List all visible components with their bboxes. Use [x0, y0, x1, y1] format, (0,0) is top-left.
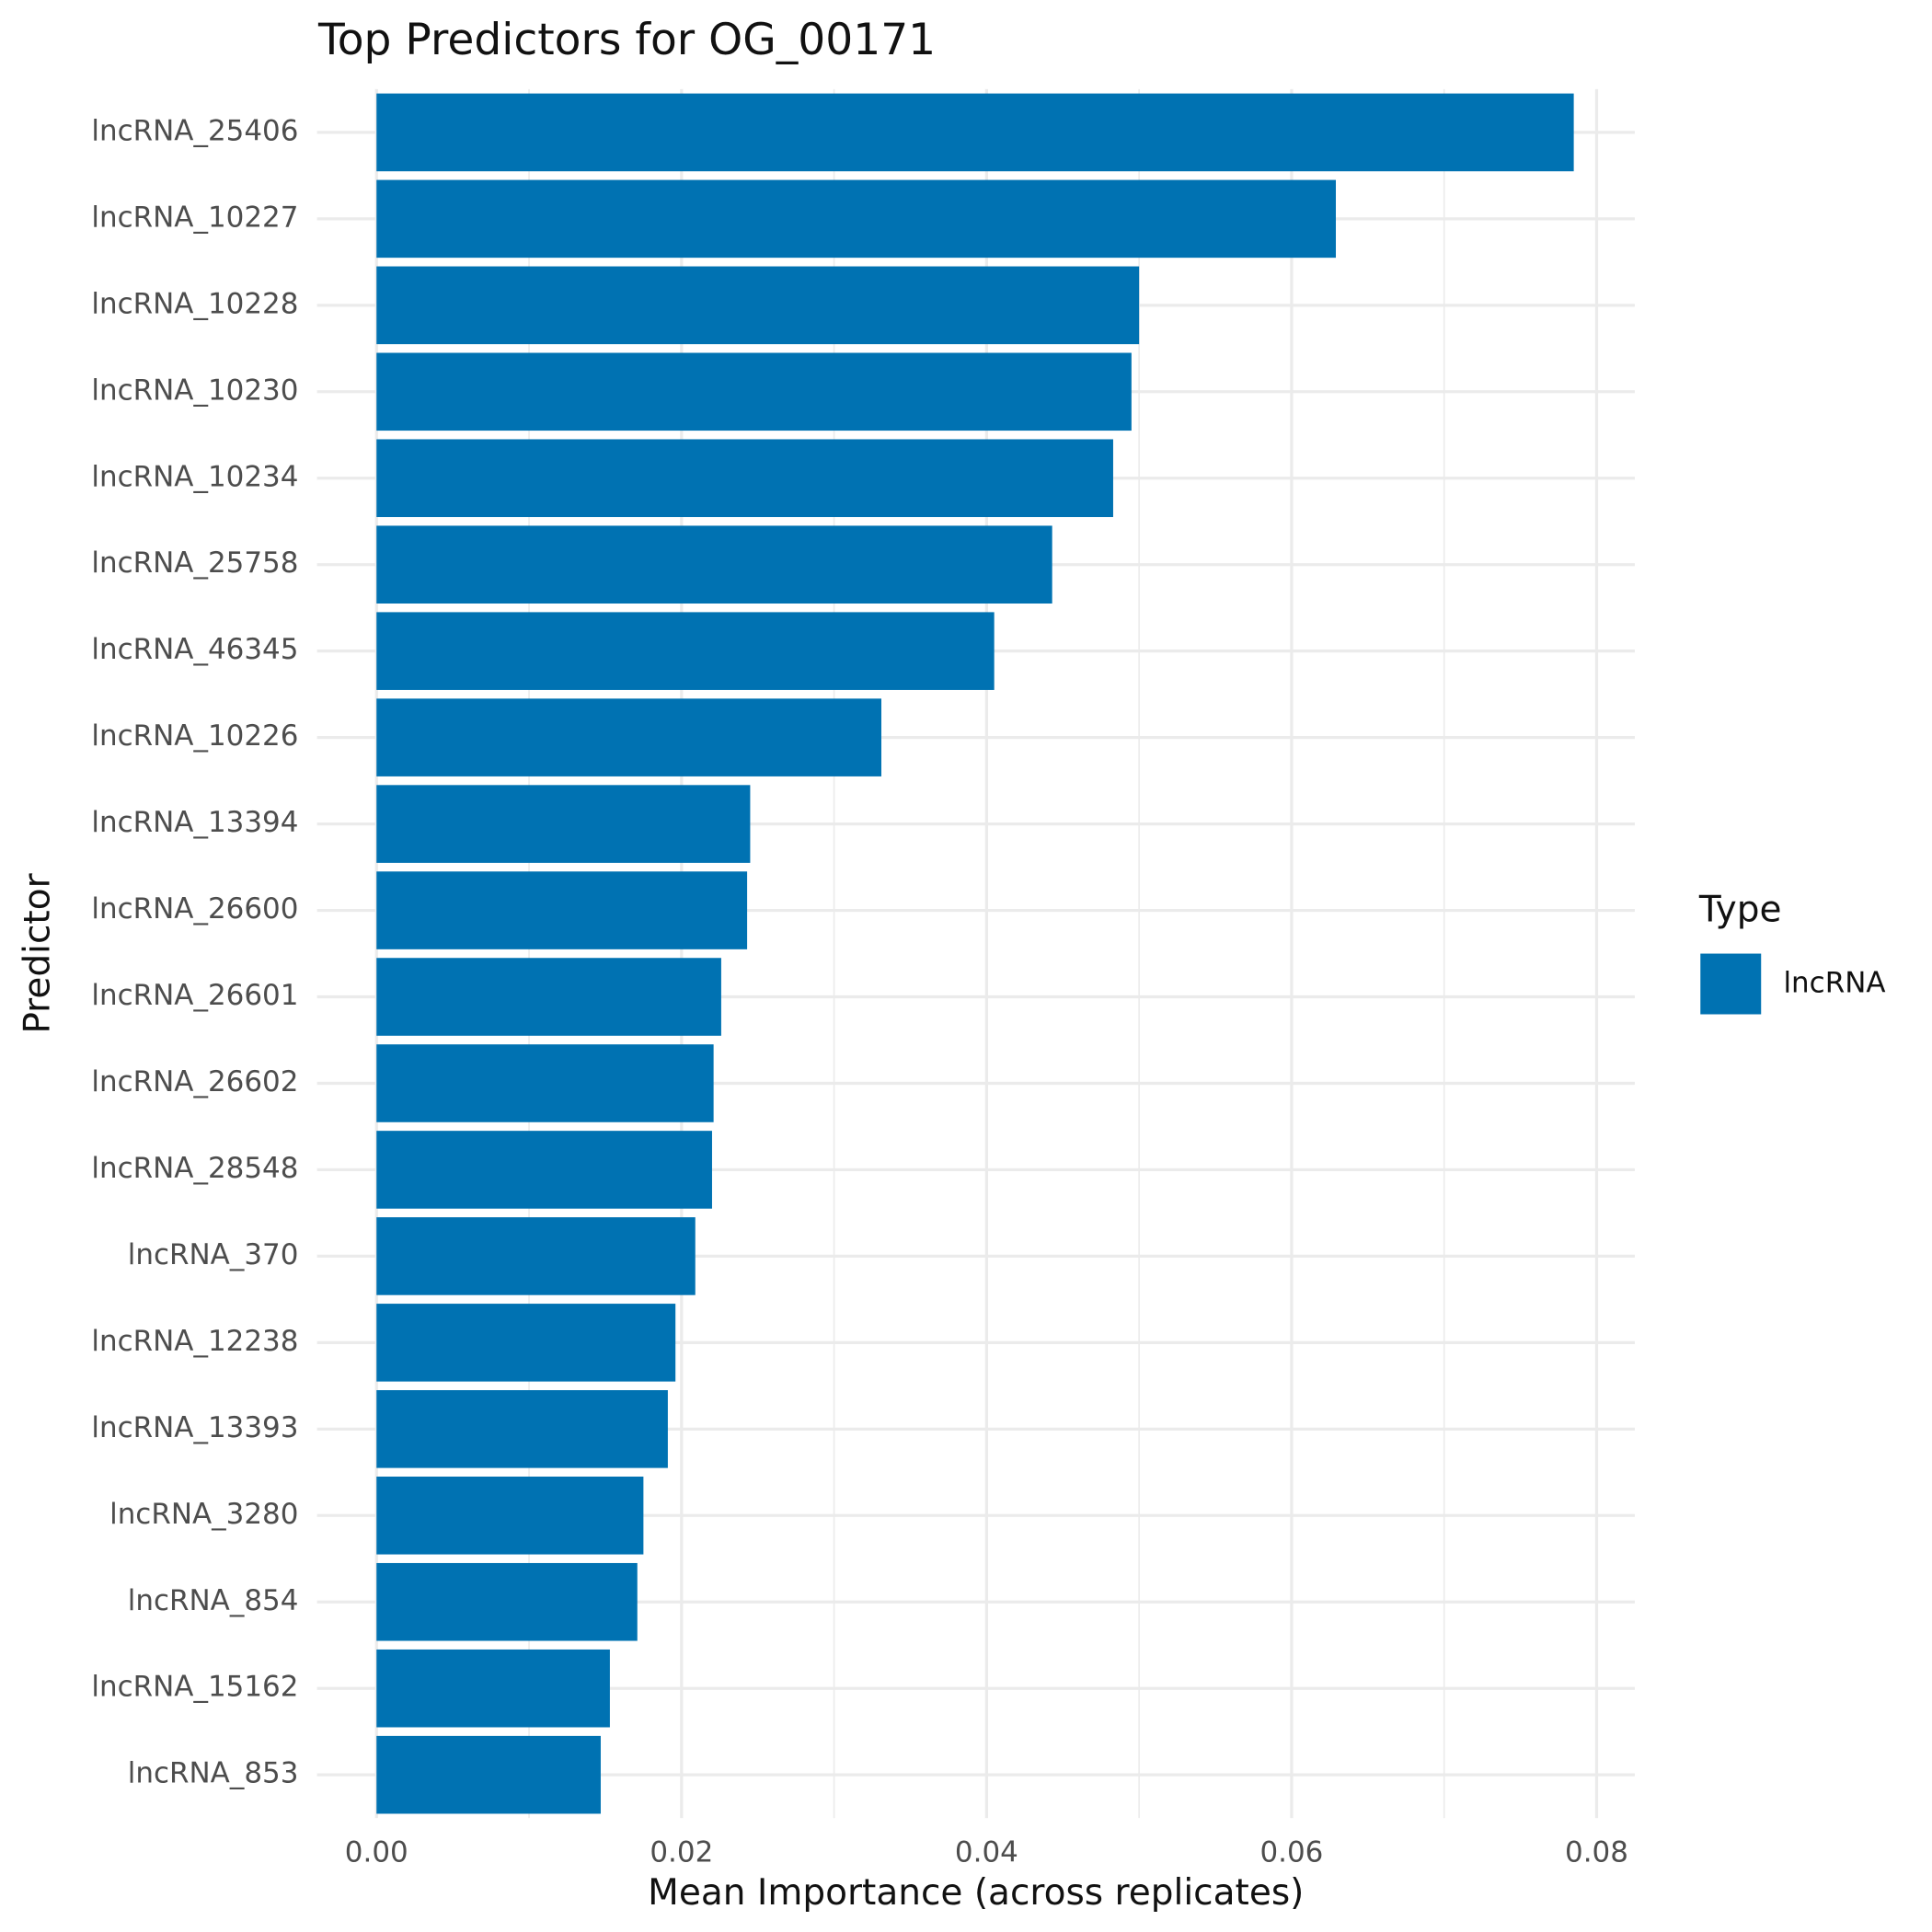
y-tick-label: lncRNA_12238	[91, 1325, 298, 1358]
y-tick-label: lncRNA_13393	[91, 1411, 298, 1444]
y-tick-label: lncRNA_10227	[91, 201, 298, 234]
bar	[376, 93, 1574, 172]
bar	[376, 439, 1113, 518]
y-tick-label: lncRNA_370	[128, 1238, 299, 1271]
bar	[376, 179, 1337, 259]
y-tick-label: lncRNA_13394	[91, 806, 298, 839]
bar	[376, 1304, 676, 1382]
y-tick-label: lncRNA_26602	[91, 1065, 298, 1098]
bar	[376, 1649, 610, 1728]
legend-title: Type	[1698, 889, 1782, 930]
y-tick-label: lncRNA_10228	[91, 287, 298, 320]
bar	[376, 1477, 644, 1555]
bar	[376, 1735, 601, 1814]
y-tick-label: lncRNA_3280	[109, 1498, 298, 1531]
bar	[376, 352, 1132, 431]
x-tick-label: 0.06	[1259, 1836, 1323, 1869]
bar	[376, 958, 721, 1036]
legend-key	[1700, 953, 1762, 1015]
y-tick-label: lncRNA_25406	[91, 114, 298, 147]
chart-title: Top Predictors for OG_00171	[317, 15, 936, 65]
y-tick-label: lncRNA_853	[128, 1757, 299, 1790]
y-tick-label: lncRNA_25758	[91, 546, 298, 580]
y-tick-label: lncRNA_26600	[91, 892, 298, 926]
y-axis-title: Predictor	[17, 872, 59, 1033]
x-tick-label: 0.08	[1565, 1836, 1628, 1869]
bar	[376, 1562, 638, 1641]
y-tick-label: lncRNA_46345	[91, 633, 298, 666]
bar	[376, 266, 1140, 345]
y-tick-label: lncRNA_10230	[91, 374, 298, 407]
y-tick-label: lncRNA_26601	[91, 979, 298, 1012]
y-tick-label: lncRNA_15162	[91, 1671, 298, 1704]
x-tick-label: 0.00	[345, 1836, 408, 1869]
bar	[376, 612, 995, 690]
bar	[376, 1217, 696, 1295]
x-axis-title: Mean Importance (across replicates)	[648, 1872, 1304, 1914]
bar	[376, 1390, 668, 1468]
bar	[376, 785, 751, 863]
bar	[376, 525, 1052, 604]
y-tick-label: lncRNA_28548	[91, 1152, 298, 1185]
legend-label: lncRNA	[1783, 967, 1885, 1000]
x-tick-label: 0.02	[650, 1836, 713, 1869]
bar	[376, 1131, 712, 1209]
y-tick-label: lncRNA_854	[128, 1584, 299, 1617]
y-tick-label: lncRNA_10234	[91, 460, 298, 493]
y-tick-label: lncRNA_10226	[91, 719, 298, 753]
bar	[376, 871, 748, 949]
bar	[376, 698, 881, 776]
bar	[376, 1044, 714, 1122]
x-tick-label: 0.04	[955, 1836, 1018, 1869]
